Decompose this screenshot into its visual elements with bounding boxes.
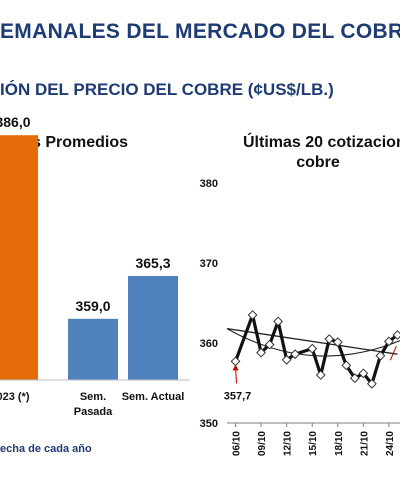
data-point-14 <box>366 378 377 389</box>
x-tick-label-4: 18/10 <box>334 431 345 456</box>
data-point-11 <box>341 360 352 371</box>
bar-value-label-0: 386,0 <box>0 114 31 130</box>
data-point-17 <box>392 330 400 340</box>
annotation-arrowhead <box>232 364 239 371</box>
line-chart-title-line2: cobre <box>296 154 340 171</box>
page-title: EMANALES DEL MERCADO DEL COBR <box>0 20 400 43</box>
y-tick-label-3: 380 <box>200 178 218 190</box>
bar-category-label-0: 023 (*) <box>0 391 30 403</box>
line-chart-title: Últimas 20 cotizacion cobre <box>243 134 400 172</box>
x-tick-label-1: 09/10 <box>257 431 268 456</box>
x-tick-label-3: 15/10 <box>308 431 319 456</box>
data-point-8 <box>315 370 326 380</box>
y-tick-label-1: 360 <box>200 338 218 350</box>
data-point-3 <box>264 339 275 350</box>
bar-value-label-2: 365,3 <box>135 255 170 271</box>
bar-2 <box>128 275 178 380</box>
bar-category-label-2: Sem. Actual <box>122 391 185 403</box>
data-point-1 <box>247 310 258 320</box>
data-point-5 <box>281 354 292 365</box>
line-chart-title-line1: Últimas 20 cotizacion <box>243 134 400 151</box>
x-tick-label-6: 24/10 <box>385 431 396 456</box>
data-point-6 <box>290 349 301 360</box>
page-subtitle: IÓN DEL PRECIO DEL COBRE (¢US$/LB.) <box>0 80 334 99</box>
x-tick-label-0: 06/10 <box>232 431 243 456</box>
data-point-13 <box>358 368 369 379</box>
data-point-2 <box>256 347 266 358</box>
bar-1 <box>68 318 118 380</box>
footnote: echa de cada año <box>0 443 92 455</box>
data-point-0 <box>230 356 241 367</box>
data-point-4 <box>273 316 284 327</box>
bar-category-label-1: Sem. <box>80 391 106 403</box>
annotation-label: 357,7 <box>224 390 252 402</box>
bar-0 <box>0 135 38 380</box>
data-point-7 <box>307 343 318 354</box>
x-tick-label-2: 12/10 <box>283 431 294 456</box>
annotation-arrow-end <box>389 346 397 361</box>
bar-category-label-1-1: Pasada <box>74 406 113 418</box>
data-point-15 <box>375 350 386 361</box>
x-tick-label-5: 21/10 <box>359 431 370 456</box>
bar-value-label-1: 359,0 <box>75 298 110 314</box>
data-point-16 <box>384 336 394 347</box>
y-tick-label-0: 350 <box>200 418 218 430</box>
y-tick-label-2: 370 <box>200 258 218 270</box>
data-point-10 <box>332 337 343 348</box>
data-point-12 <box>349 373 360 384</box>
data-point-9 <box>324 334 335 344</box>
